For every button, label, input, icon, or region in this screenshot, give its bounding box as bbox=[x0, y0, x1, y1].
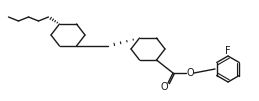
Text: O: O bbox=[160, 82, 168, 92]
Text: F: F bbox=[225, 46, 231, 56]
Text: O: O bbox=[186, 68, 194, 78]
